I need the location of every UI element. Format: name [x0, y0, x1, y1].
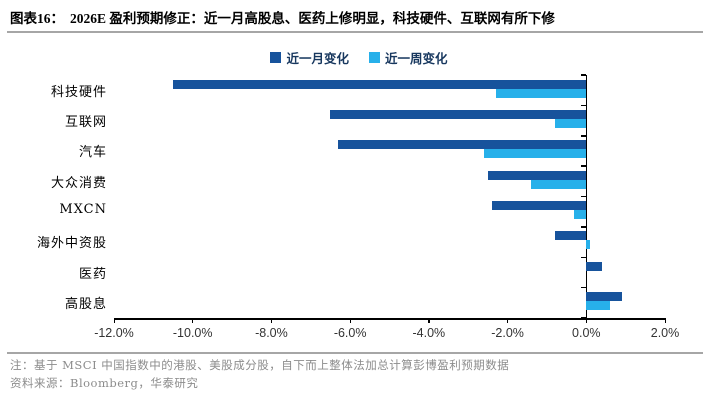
chart-source: 资料来源：Bloomberg，华泰研究 [10, 376, 199, 390]
category-tick [580, 74, 587, 76]
x-axis-tick-label: -2.0% [491, 326, 524, 340]
bar-month [330, 109, 587, 119]
x-axis-tick [349, 318, 351, 323]
legend-swatch-month-icon [270, 52, 282, 63]
category-label: 大众消费 [50, 175, 107, 191]
bar-month [586, 261, 603, 271]
x-axis-tick-label: -6.0% [333, 326, 367, 340]
category-label: 海外中资股 [36, 236, 107, 252]
x-axis-tick [192, 318, 194, 323]
x-axis-line [114, 318, 665, 320]
bar-month [173, 79, 587, 89]
bar-month [491, 201, 587, 210]
x-axis-tick-label: -8.0% [255, 326, 288, 340]
bar-week [574, 210, 587, 219]
bar-week [495, 88, 587, 98]
category-label: MXCN [59, 202, 107, 217]
x-axis-tick-label: 0.0% [572, 326, 601, 340]
x-axis-tick [664, 318, 666, 323]
category-tick [580, 165, 587, 167]
x-axis-tick [270, 318, 273, 323]
legend-label-week: 近一周变化 [385, 52, 448, 66]
category-tick [580, 104, 587, 107]
category-tick [580, 317, 587, 319]
bar-month [487, 170, 587, 180]
bar-week [586, 240, 591, 250]
category-tick [580, 226, 587, 228]
category-tick [580, 135, 587, 137]
x-axis-tick [585, 318, 587, 323]
category-label: 互联网 [64, 114, 107, 130]
bar-month [586, 292, 622, 302]
x-axis-tick [113, 318, 115, 323]
legend-label-month: 近一月变化 [286, 52, 349, 66]
figure-title: 图表16： 2026E 盈利预期修正：近一月高股息、医药上修明显，科技硬件、互联网… [10, 7, 710, 27]
bar-month [554, 231, 587, 241]
category-label: 汽车 [78, 145, 107, 161]
x-axis-tick-label: 2.0% [650, 326, 680, 340]
legend-item-month: 近一月变化 [270, 48, 349, 67]
zero-axis-line [585, 75, 588, 318]
x-axis-tick [428, 318, 430, 323]
legend-swatch-week-icon [369, 52, 380, 63]
category-label: 高股息 [64, 297, 107, 313]
category-tick [580, 256, 587, 258]
x-axis-tick [507, 318, 509, 323]
bar-month [338, 140, 587, 150]
chart-legend: 近一月变化 近一周变化 [0, 48, 718, 67]
x-axis-tick-label: -10.0% [172, 326, 213, 340]
title-divider [7, 31, 703, 33]
x-axis-tick-label: -12.0% [94, 326, 134, 340]
category-label: 医药 [78, 266, 107, 282]
footer-divider [7, 352, 703, 354]
figure-number-label: 图表16： [10, 11, 64, 26]
bar-week [586, 301, 610, 311]
category-label: 科技硬件 [50, 84, 107, 100]
bar-week [554, 118, 587, 128]
category-tick [580, 195, 587, 198]
category-tick [580, 286, 587, 289]
bar-week [483, 149, 587, 159]
legend-item-week: 近一周变化 [369, 48, 448, 67]
x-axis-tick-label: -4.0% [412, 326, 446, 340]
chart-note: 注：基于 MSCI 中国指数中的港股、美股成分股，自下而上整体法加总计算彭博盈利… [10, 358, 510, 372]
bar-week [531, 179, 587, 189]
figure-title-text: 2026E 盈利预期修正：近一月高股息、医药上修明显，科技硬件、互联网有所下修 [70, 11, 555, 26]
